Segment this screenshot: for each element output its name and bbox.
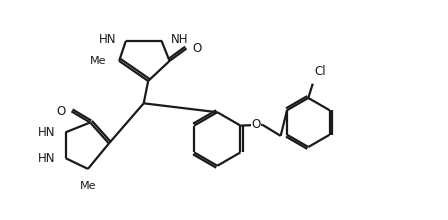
Text: HN: HN <box>38 126 56 139</box>
Text: Me: Me <box>90 56 107 66</box>
Text: O: O <box>251 118 261 131</box>
Text: HN: HN <box>99 33 116 46</box>
Text: Cl: Cl <box>314 65 326 78</box>
Text: O: O <box>56 105 65 118</box>
Text: NH: NH <box>171 33 189 46</box>
Text: HN: HN <box>38 152 56 165</box>
Text: Me: Me <box>80 181 96 191</box>
Text: O: O <box>192 42 202 55</box>
